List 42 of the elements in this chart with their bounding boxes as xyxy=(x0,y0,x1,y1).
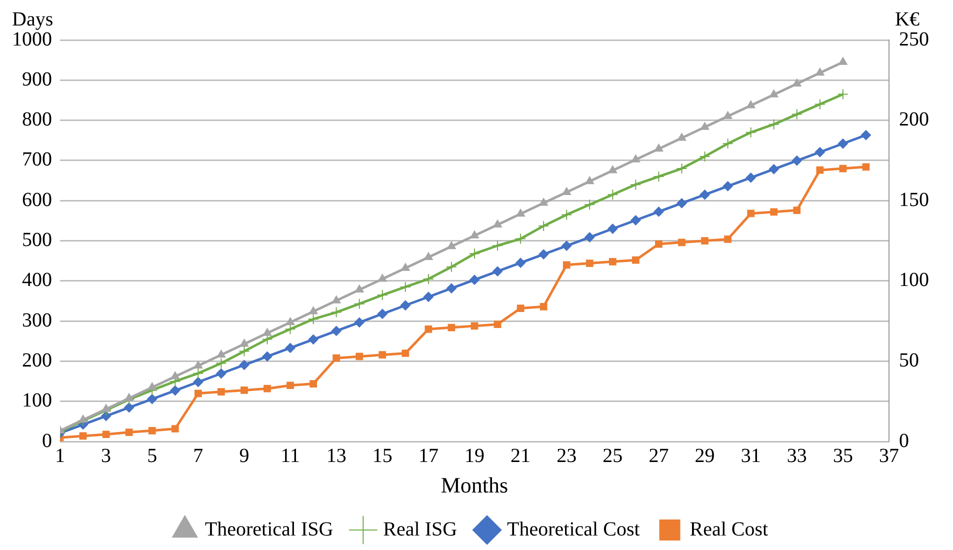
y-tick-label: 400 xyxy=(22,269,52,292)
x-axis-title: Months xyxy=(440,472,508,498)
x-tick-label: 35 xyxy=(832,444,853,467)
y-tick-label: 700 xyxy=(22,148,52,171)
x-tick-label: 33 xyxy=(786,444,807,467)
y2-tick-label: 150 xyxy=(899,188,929,211)
x-tick-label: 13 xyxy=(326,444,346,467)
y-tick-label: 200 xyxy=(22,350,52,372)
x-tick-label: 25 xyxy=(602,444,623,467)
x-tick-label: 17 xyxy=(418,444,438,467)
y2-tick-label: 100 xyxy=(899,269,929,292)
y2-tick-label: 50 xyxy=(899,350,919,372)
y-tick-label: 100 xyxy=(22,390,52,412)
legend-label: Real Cost xyxy=(690,518,769,540)
x-tick-label: 37 xyxy=(879,444,899,467)
y2-tick-label: 250 xyxy=(899,28,929,50)
y-tick-label: 800 xyxy=(22,108,52,131)
y-tick-label: 500 xyxy=(22,229,52,252)
y-tick-label: 0 xyxy=(42,430,52,452)
x-tick-label: 3 xyxy=(101,444,112,467)
legend-label: Real ISG xyxy=(383,518,458,540)
legend-label: Theoretical Cost xyxy=(507,518,640,540)
x-tick-label: 23 xyxy=(556,444,577,467)
x-tick-label: 21 xyxy=(510,444,531,467)
x-tick-label: 5 xyxy=(147,444,158,467)
y2-tick-label: 200 xyxy=(899,108,929,131)
y-tick-label: 900 xyxy=(22,68,52,90)
y2-tick-label: 0 xyxy=(899,430,909,452)
x-tick-label: 19 xyxy=(464,444,484,467)
x-tick-label: 1 xyxy=(55,444,65,467)
x-tick-label: 27 xyxy=(648,444,669,467)
y-tick-label: 300 xyxy=(22,309,52,332)
y-tick-label: 600 xyxy=(22,188,52,211)
x-tick-label: 11 xyxy=(280,444,300,467)
y2-axis-title: K€ xyxy=(895,8,920,30)
x-tick-label: 31 xyxy=(740,444,761,467)
x-tick-label: 29 xyxy=(694,444,715,467)
x-tick-label: 15 xyxy=(372,444,392,467)
x-tick-label: 7 xyxy=(193,444,204,467)
x-tick-label: 9 xyxy=(239,444,250,467)
legend-label: Theoretical ISG xyxy=(204,518,334,540)
y-axis-title: Days xyxy=(12,8,54,30)
